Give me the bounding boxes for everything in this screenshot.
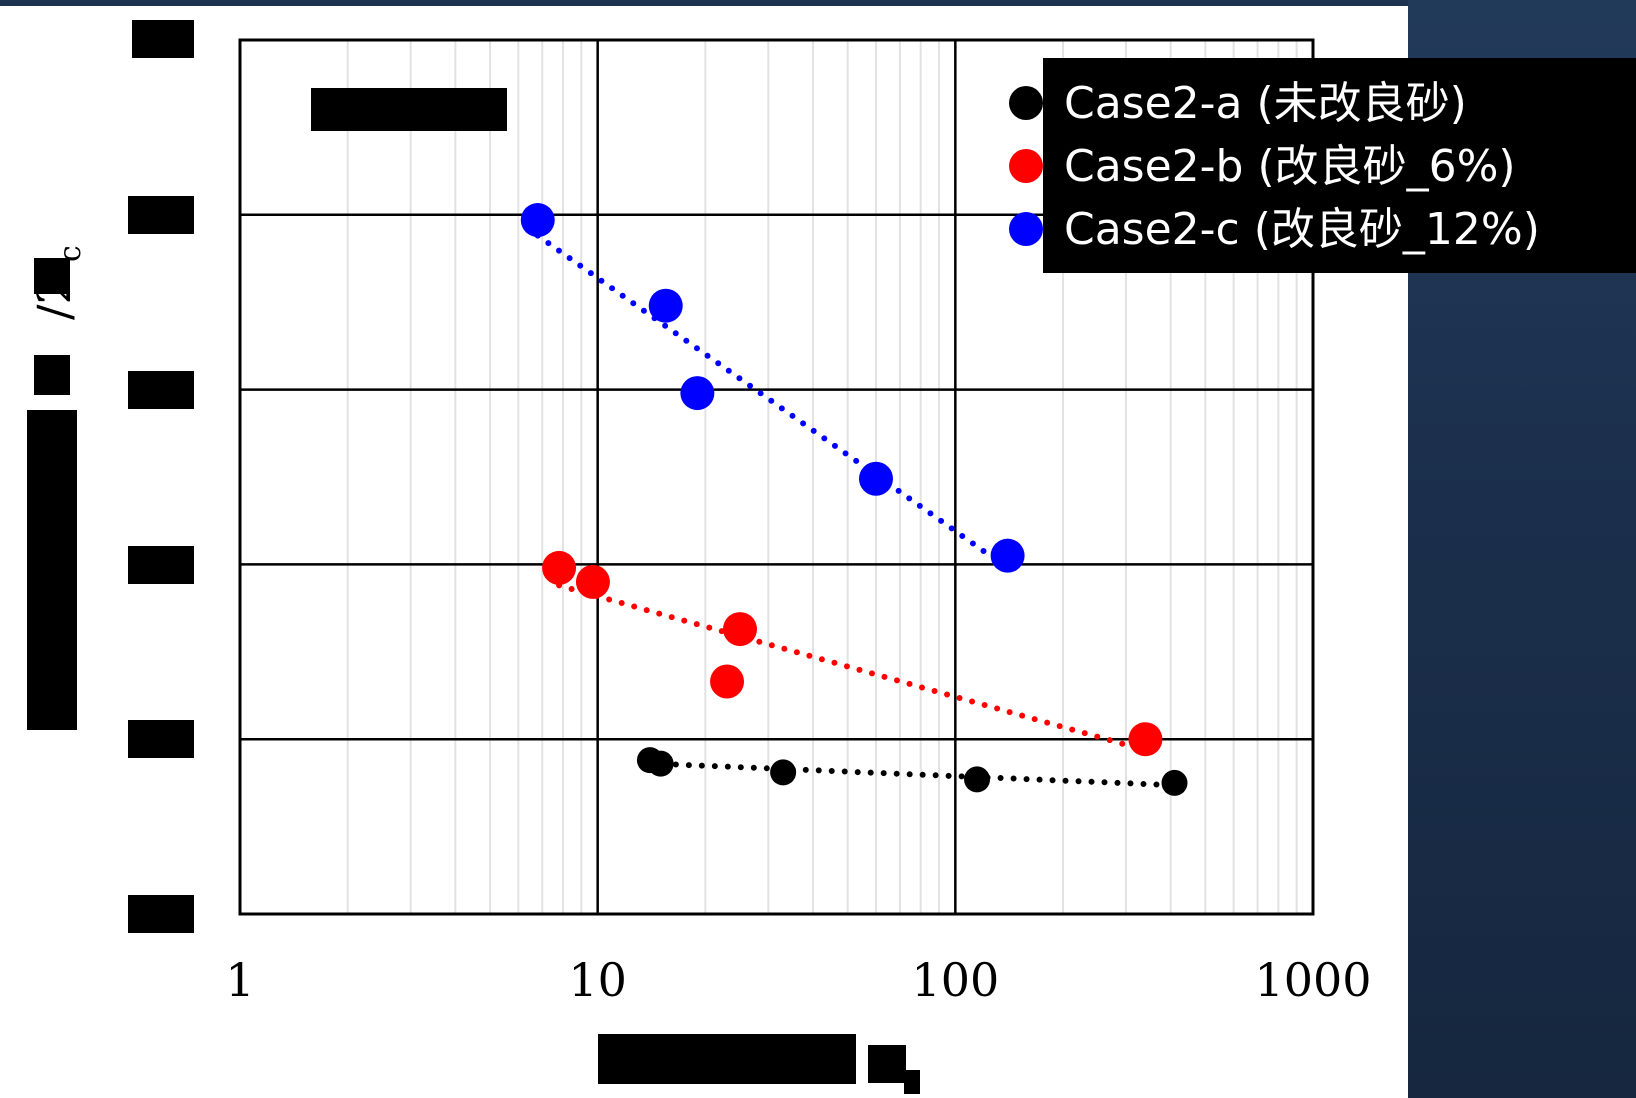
data-point bbox=[1128, 722, 1163, 757]
trendline bbox=[534, 232, 1011, 571]
legend-label: Case2-c (改良砂_12%) bbox=[1064, 204, 1540, 255]
data-point bbox=[680, 376, 715, 411]
x-tick-label: 10 bbox=[568, 953, 627, 1007]
legend-marker bbox=[1009, 212, 1043, 246]
trendline bbox=[646, 760, 1178, 789]
trendline bbox=[556, 582, 1149, 754]
data-points bbox=[520, 203, 1188, 796]
redacted-y-axis-label bbox=[27, 410, 77, 730]
redacted-y-tick bbox=[128, 371, 194, 409]
x-tick-labels: 1 10 100 1000 bbox=[225, 953, 1371, 1007]
redacted-y-tick-top bbox=[132, 20, 194, 58]
redacted-panel-label bbox=[311, 88, 507, 131]
legend-label: Case2-a (未改良砂) bbox=[1064, 78, 1467, 129]
data-point bbox=[770, 759, 797, 786]
y-axis-subscript: c bbox=[53, 245, 88, 262]
redacted-x-axis-symbol bbox=[868, 1045, 906, 1083]
minor-gridlines bbox=[346, 40, 1298, 914]
redacted-y-axis-symbol bbox=[34, 355, 70, 395]
data-point bbox=[520, 203, 555, 238]
x-tick-label: 100 bbox=[911, 953, 999, 1007]
legend-marker bbox=[1009, 86, 1043, 120]
redacted-y-tick bbox=[128, 546, 194, 584]
trendlines bbox=[534, 232, 1178, 789]
x-tick-label: 1000 bbox=[1254, 953, 1371, 1007]
data-point bbox=[710, 664, 745, 699]
redacted-y-axis-symbol-2 bbox=[34, 258, 70, 294]
legend-box bbox=[1043, 58, 1636, 273]
data-point bbox=[575, 564, 610, 599]
redacted-y-tick bbox=[128, 895, 194, 933]
x-tick-label: 1 bbox=[225, 953, 254, 1007]
redacted-y-tick bbox=[128, 720, 194, 758]
legend-label: Case2-b (改良砂_6%) bbox=[1064, 141, 1516, 192]
data-point bbox=[964, 766, 991, 793]
data-point bbox=[1161, 769, 1188, 796]
redacted-labels bbox=[27, 20, 920, 1094]
legend-marker bbox=[1009, 149, 1043, 183]
data-point bbox=[990, 538, 1025, 573]
data-point bbox=[858, 461, 893, 496]
y-axis-label-subscript: c bbox=[53, 245, 88, 262]
data-point bbox=[648, 288, 683, 323]
redacted-x-axis-label bbox=[598, 1034, 856, 1084]
legend: Case2-a (未改良砂) Case2-b (改良砂_6%) Case2-c (改… bbox=[1009, 58, 1636, 273]
data-point bbox=[542, 550, 577, 585]
data-point bbox=[647, 750, 674, 777]
data-point bbox=[722, 612, 757, 647]
redacted-x-axis-subscript bbox=[904, 1070, 920, 1094]
plot-area-border bbox=[238, 38, 1315, 916]
redacted-y-tick bbox=[128, 196, 194, 234]
